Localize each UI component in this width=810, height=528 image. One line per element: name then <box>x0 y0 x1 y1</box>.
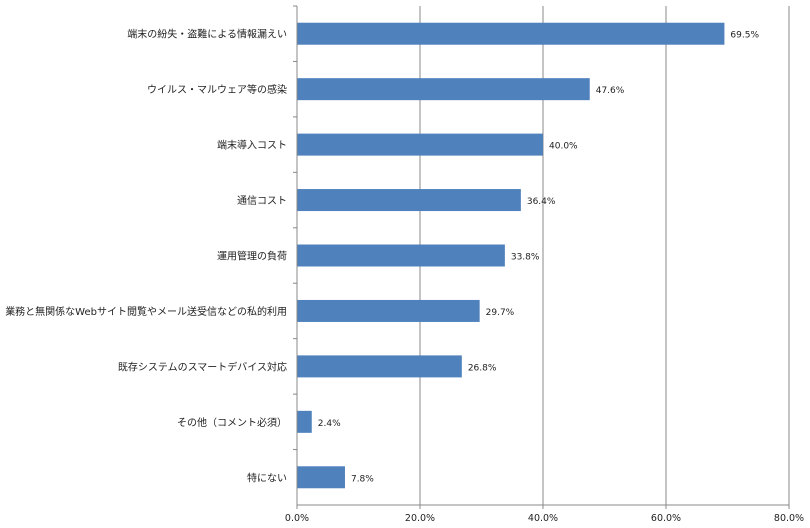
axes <box>293 5 790 509</box>
bar <box>297 22 725 45</box>
data-label: 47.6% <box>596 86 625 96</box>
category-label: その他（コメント必須） <box>177 416 287 429</box>
category-label: 既存システムのスマートデバイス対応 <box>118 360 287 373</box>
bar <box>297 189 521 212</box>
x-tick-label: 0.0% <box>285 513 309 524</box>
data-label: 33.8% <box>511 253 540 263</box>
x-tick-label: 60.0% <box>651 513 681 524</box>
bars <box>297 22 725 489</box>
x-tick-label: 40.0% <box>528 513 558 524</box>
data-label: 2.4% <box>318 419 341 429</box>
data-label: 29.7% <box>486 308 515 318</box>
category-label: 特にない <box>247 472 287 484</box>
bar <box>297 355 462 378</box>
bar <box>297 299 480 322</box>
bar <box>297 78 590 101</box>
category-label: 運用管理の負荷 <box>217 250 287 263</box>
data-label: 69.5% <box>730 31 759 41</box>
category-label: 通信コスト <box>237 195 287 207</box>
bar <box>297 410 312 433</box>
labels: 0.0% 20.0% 40.0% 60.0% 80.0% 端末の紛失・盗難による情報漏えい… <box>5 28 804 524</box>
category-label: 端末導入コスト <box>217 139 287 152</box>
bar <box>297 133 543 156</box>
data-label: 26.8% <box>468 363 497 373</box>
data-label: 40.0% <box>549 142 578 152</box>
x-tick-label: 20.0% <box>405 513 435 524</box>
data-label: 7.8% <box>351 474 374 484</box>
bar <box>297 466 345 489</box>
category-label: 業務と無関係なWebサイト閲覧やメール送受信などの私的利用 <box>5 305 287 318</box>
data-label: 36.4% <box>527 197 556 207</box>
category-label: 端末の紛失・盗難による情報漏えい <box>127 28 287 41</box>
x-tick-label: 80.0% <box>774 513 804 524</box>
bar <box>297 244 505 267</box>
category-label: ウイルス・マルウェア等の感染 <box>147 83 287 96</box>
